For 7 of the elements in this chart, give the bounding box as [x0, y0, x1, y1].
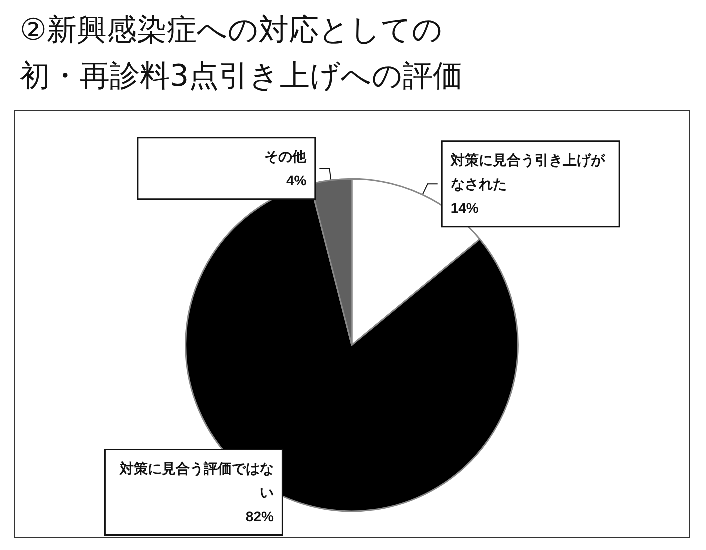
data-label: 82%: [246, 508, 274, 524]
slice-label: その他: [264, 148, 308, 165]
chart-title: ②新興感染症への対応としての初・再診料3点引き上げへの評価: [20, 12, 464, 96]
slice-label: 対策に見合う引き上げがなされた: [450, 152, 606, 192]
data-label: 14%: [450, 200, 480, 216]
data-label: 4%: [286, 172, 308, 189]
slice-label: 対策に見合う評価ではない: [118, 460, 274, 500]
